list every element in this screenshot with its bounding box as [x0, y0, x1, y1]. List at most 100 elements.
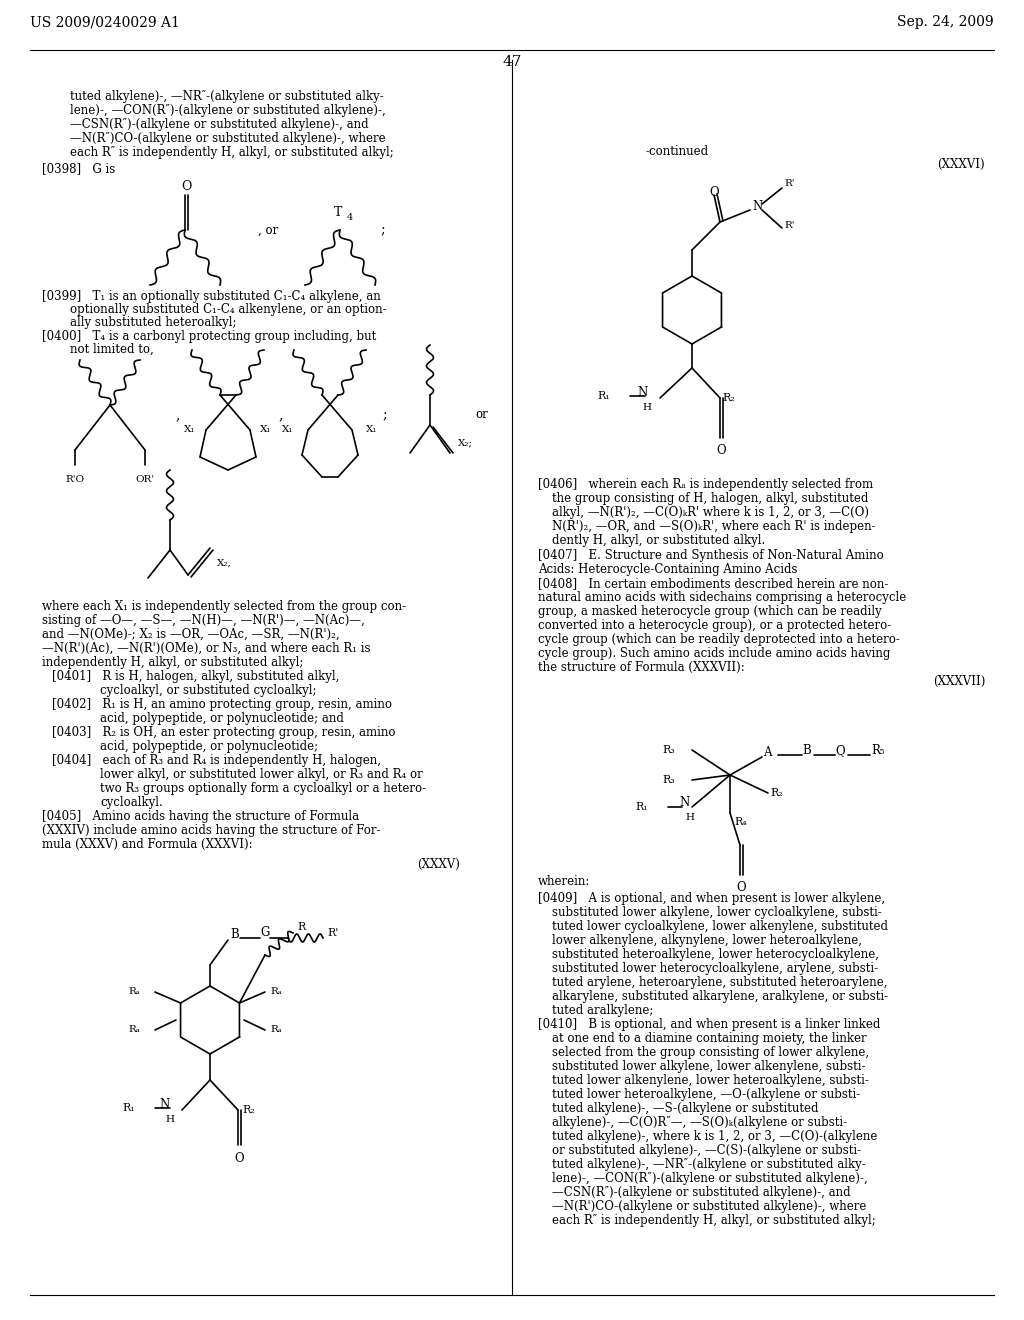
- Text: R₁: R₁: [597, 391, 610, 401]
- Text: substituted heteroalkylene, lower heterocycloalkylene,: substituted heteroalkylene, lower hetero…: [552, 948, 879, 961]
- Text: [0410]   B is optional, and when present is a linker linked: [0410] B is optional, and when present i…: [538, 1018, 881, 1031]
- Text: R₂: R₂: [722, 393, 734, 403]
- Text: [0407]   E. Structure and Synthesis of Non-Natural Amino: [0407] E. Structure and Synthesis of Non…: [538, 549, 884, 562]
- Text: ,: ,: [278, 408, 283, 422]
- Text: or substituted alkylene)-, —C(S)-(alkylene or substi-: or substituted alkylene)-, —C(S)-(alkyle…: [552, 1144, 861, 1158]
- Text: ,: ,: [175, 408, 179, 422]
- Text: or: or: [475, 408, 487, 421]
- Text: N: N: [638, 387, 648, 400]
- Text: group, a masked heterocycle group (which can be readily: group, a masked heterocycle group (which…: [538, 605, 882, 618]
- Text: R₅: R₅: [871, 744, 885, 758]
- Text: R₁: R₁: [123, 1104, 135, 1113]
- Text: [0400]   T₄ is a carbonyl protecting group including, but: [0400] T₄ is a carbonyl protecting group…: [42, 330, 376, 343]
- Text: each R″ is independently H, alkyl, or substituted alkyl;: each R″ is independently H, alkyl, or su…: [70, 147, 394, 158]
- Text: converted into a heterocycle group), or a protected hetero-: converted into a heterocycle group), or …: [538, 619, 891, 632]
- Text: [0405]   Amino acids having the structure of Formula: [0405] Amino acids having the structure …: [42, 810, 359, 822]
- Text: [0403]   R₂ is OH, an ester protecting group, resin, amino: [0403] R₂ is OH, an ester protecting gro…: [52, 726, 395, 739]
- Text: —N(R')(Ac), —N(R')(OMe), or N₃, and where each R₁ is: —N(R')(Ac), —N(R')(OMe), or N₃, and wher…: [42, 642, 371, 655]
- Text: 4: 4: [347, 213, 353, 222]
- Text: Acids: Heterocycle-Containing Amino Acids: Acids: Heterocycle-Containing Amino Acid…: [538, 564, 798, 576]
- Text: [0409]   A is optional, and when present is lower alkylene,: [0409] A is optional, and when present i…: [538, 892, 885, 906]
- Text: R₁: R₁: [635, 803, 648, 812]
- Text: O: O: [716, 444, 726, 457]
- Text: (XXXV): (XXXV): [417, 858, 460, 871]
- Text: two R₃ groups optionally form a cycloalkyl or a hetero-: two R₃ groups optionally form a cycloalk…: [100, 781, 426, 795]
- Text: substituted lower alkylene, lower alkenylene, substi-: substituted lower alkylene, lower alkeny…: [552, 1060, 865, 1073]
- Text: N: N: [752, 199, 762, 213]
- Text: Sep. 24, 2009: Sep. 24, 2009: [897, 15, 994, 29]
- Text: selected from the group consisting of lower alkylene,: selected from the group consisting of lo…: [552, 1045, 869, 1059]
- Text: cycle group). Such amino acids include amino acids having: cycle group). Such amino acids include a…: [538, 647, 891, 660]
- Text: substituted lower heterocycloalkylene, arylene, substi-: substituted lower heterocycloalkylene, a…: [552, 962, 879, 975]
- Text: X₁: X₁: [367, 425, 378, 434]
- Text: O: O: [234, 1152, 244, 1166]
- Text: A: A: [763, 747, 771, 759]
- Text: cycloalkyl, or substituted cycloalkyl;: cycloalkyl, or substituted cycloalkyl;: [100, 684, 316, 697]
- Text: [0399]   T₁ is an optionally substituted C₁-C₄ alkylene, an: [0399] T₁ is an optionally substituted C…: [42, 290, 381, 304]
- Text: , or: , or: [258, 223, 279, 236]
- Text: R₃: R₃: [663, 775, 675, 785]
- Text: natural amino acids with sidechains comprising a heterocycle: natural amino acids with sidechains comp…: [538, 591, 906, 605]
- Text: R₃: R₃: [663, 744, 675, 755]
- Text: O: O: [181, 180, 191, 193]
- Text: [0406]   wherein each Rₐ is independently selected from: [0406] wherein each Rₐ is independently …: [538, 478, 873, 491]
- Text: —CSN(R″)-(alkylene or substituted alkylene)-, and: —CSN(R″)-(alkylene or substituted alkyle…: [70, 117, 369, 131]
- Text: mula (XXXV) and Formula (XXXVI):: mula (XXXV) and Formula (XXXVI):: [42, 838, 253, 851]
- Text: independently H, alkyl, or substituted alkyl;: independently H, alkyl, or substituted a…: [42, 656, 303, 669]
- Text: lene)-, —CON(R″)-(alkylene or substituted alkylene)-,: lene)-, —CON(R″)-(alkylene or substitute…: [70, 104, 386, 117]
- Text: X₂;: X₂;: [458, 438, 473, 447]
- Text: tuted lower heteroalkylene, —O-(alkylene or substi-: tuted lower heteroalkylene, —O-(alkylene…: [552, 1088, 860, 1101]
- Text: X₁: X₁: [283, 425, 294, 434]
- Text: —N(R″)CO-(alkylene or substituted alkylene)-, where: —N(R″)CO-(alkylene or substituted alkyle…: [70, 132, 386, 145]
- Text: O: O: [736, 880, 745, 894]
- Text: N: N: [680, 796, 690, 809]
- Text: R₄: R₄: [734, 817, 746, 828]
- Text: the structure of Formula (XXXVII):: the structure of Formula (XXXVII):: [538, 661, 744, 675]
- Text: cycle group (which can be readily deprotected into a hetero-: cycle group (which can be readily deprot…: [538, 634, 900, 645]
- Text: alkyl, —N(R')₂, —C(O)ₖR' where k is 1, 2, or 3, —C(O): alkyl, —N(R')₂, —C(O)ₖR' where k is 1, 2…: [552, 506, 869, 519]
- Text: Rₐ: Rₐ: [128, 987, 140, 997]
- Text: tuted alkylene)-, —NR″-(alkylene or substituted alky-: tuted alkylene)-, —NR″-(alkylene or subs…: [552, 1158, 865, 1171]
- Text: Rₐ: Rₐ: [270, 987, 282, 997]
- Text: tuted alkylene)-, where k is 1, 2, or 3, —C(O)-(alkylene: tuted alkylene)-, where k is 1, 2, or 3,…: [552, 1130, 878, 1143]
- Text: not limited to,: not limited to,: [70, 343, 154, 356]
- Text: R: R: [297, 921, 305, 932]
- Text: cycloalkyl.: cycloalkyl.: [100, 796, 163, 809]
- Text: R'O: R'O: [66, 475, 85, 484]
- Text: R₂: R₂: [770, 788, 782, 799]
- Text: where each X₁ is independently selected from the group con-: where each X₁ is independently selected …: [42, 601, 407, 612]
- Text: [0404]   each of R₃ and R₄ is independently H, halogen,: [0404] each of R₃ and R₄ is independentl…: [52, 754, 381, 767]
- Text: [0401]   R is H, halogen, alkyl, substituted alkyl,: [0401] R is H, halogen, alkyl, substitut…: [52, 671, 339, 682]
- Text: B: B: [230, 928, 239, 941]
- Text: X₂,: X₂,: [217, 558, 231, 568]
- Text: substituted lower alkylene, lower cycloalkylene, substi-: substituted lower alkylene, lower cycloa…: [552, 906, 882, 919]
- Text: X₁: X₁: [260, 425, 271, 434]
- Text: lower alkenylene, alkynylene, lower heteroalkylene,: lower alkenylene, alkynylene, lower hete…: [552, 935, 862, 946]
- Text: (XXXIV) include amino acids having the structure of For-: (XXXIV) include amino acids having the s…: [42, 824, 381, 837]
- Text: [0402]   R₁ is H, an amino protecting group, resin, amino: [0402] R₁ is H, an amino protecting grou…: [52, 698, 392, 711]
- Text: ;: ;: [382, 408, 387, 422]
- Text: Rₐ: Rₐ: [270, 1026, 282, 1035]
- Text: H: H: [165, 1115, 174, 1125]
- Text: and —N(OMe)-; X₂ is —OR, —OAc, —SR, —N(R')₂,: and —N(OMe)-; X₂ is —OR, —OAc, —SR, —N(R…: [42, 628, 340, 642]
- Text: lower alkyl, or substituted lower alkyl, or R₃ and R₄ or: lower alkyl, or substituted lower alkyl,…: [100, 768, 423, 781]
- Text: tuted arylene, heteroarylene, substituted heteroarylene,: tuted arylene, heteroarylene, substitute…: [552, 975, 888, 989]
- Text: H: H: [685, 813, 694, 822]
- Text: [0408]   In certain embodiments described herein are non-: [0408] In certain embodiments described …: [538, 577, 889, 590]
- Text: tuted alkylene)-, —NR″-(alkylene or substituted alky-: tuted alkylene)-, —NR″-(alkylene or subs…: [70, 90, 384, 103]
- Text: tuted alkylene)-, —S-(alkylene or substituted: tuted alkylene)-, —S-(alkylene or substi…: [552, 1102, 818, 1115]
- Text: R₂: R₂: [242, 1105, 255, 1115]
- Text: (XXXVII): (XXXVII): [933, 675, 985, 688]
- Text: O: O: [710, 186, 719, 199]
- Text: alkylene)-, —C(O)R″—, —S(O)ₖ(alkylene or substi-: alkylene)-, —C(O)R″—, —S(O)ₖ(alkylene or…: [552, 1115, 847, 1129]
- Text: US 2009/0240029 A1: US 2009/0240029 A1: [30, 15, 180, 29]
- Text: the group consisting of H, halogen, alkyl, substituted: the group consisting of H, halogen, alky…: [552, 492, 868, 506]
- Text: tuted lower alkenylene, lower heteroalkylene, substi-: tuted lower alkenylene, lower heteroalky…: [552, 1074, 869, 1086]
- Text: at one end to a diamine containing moiety, the linker: at one end to a diamine containing moiet…: [552, 1032, 866, 1045]
- Text: [0398]   G is: [0398] G is: [42, 162, 116, 176]
- Text: R': R': [784, 222, 795, 231]
- Text: R': R': [327, 928, 338, 939]
- Text: Q: Q: [835, 744, 845, 758]
- Text: —CSN(R″)-(alkylene or substituted alkylene)-, and: —CSN(R″)-(alkylene or substituted alkyle…: [552, 1185, 851, 1199]
- Text: sisting of —O—, —S—, —N(H)—, —N(R')—, —N(Ac)—,: sisting of —O—, —S—, —N(H)—, —N(R')—, —N…: [42, 614, 365, 627]
